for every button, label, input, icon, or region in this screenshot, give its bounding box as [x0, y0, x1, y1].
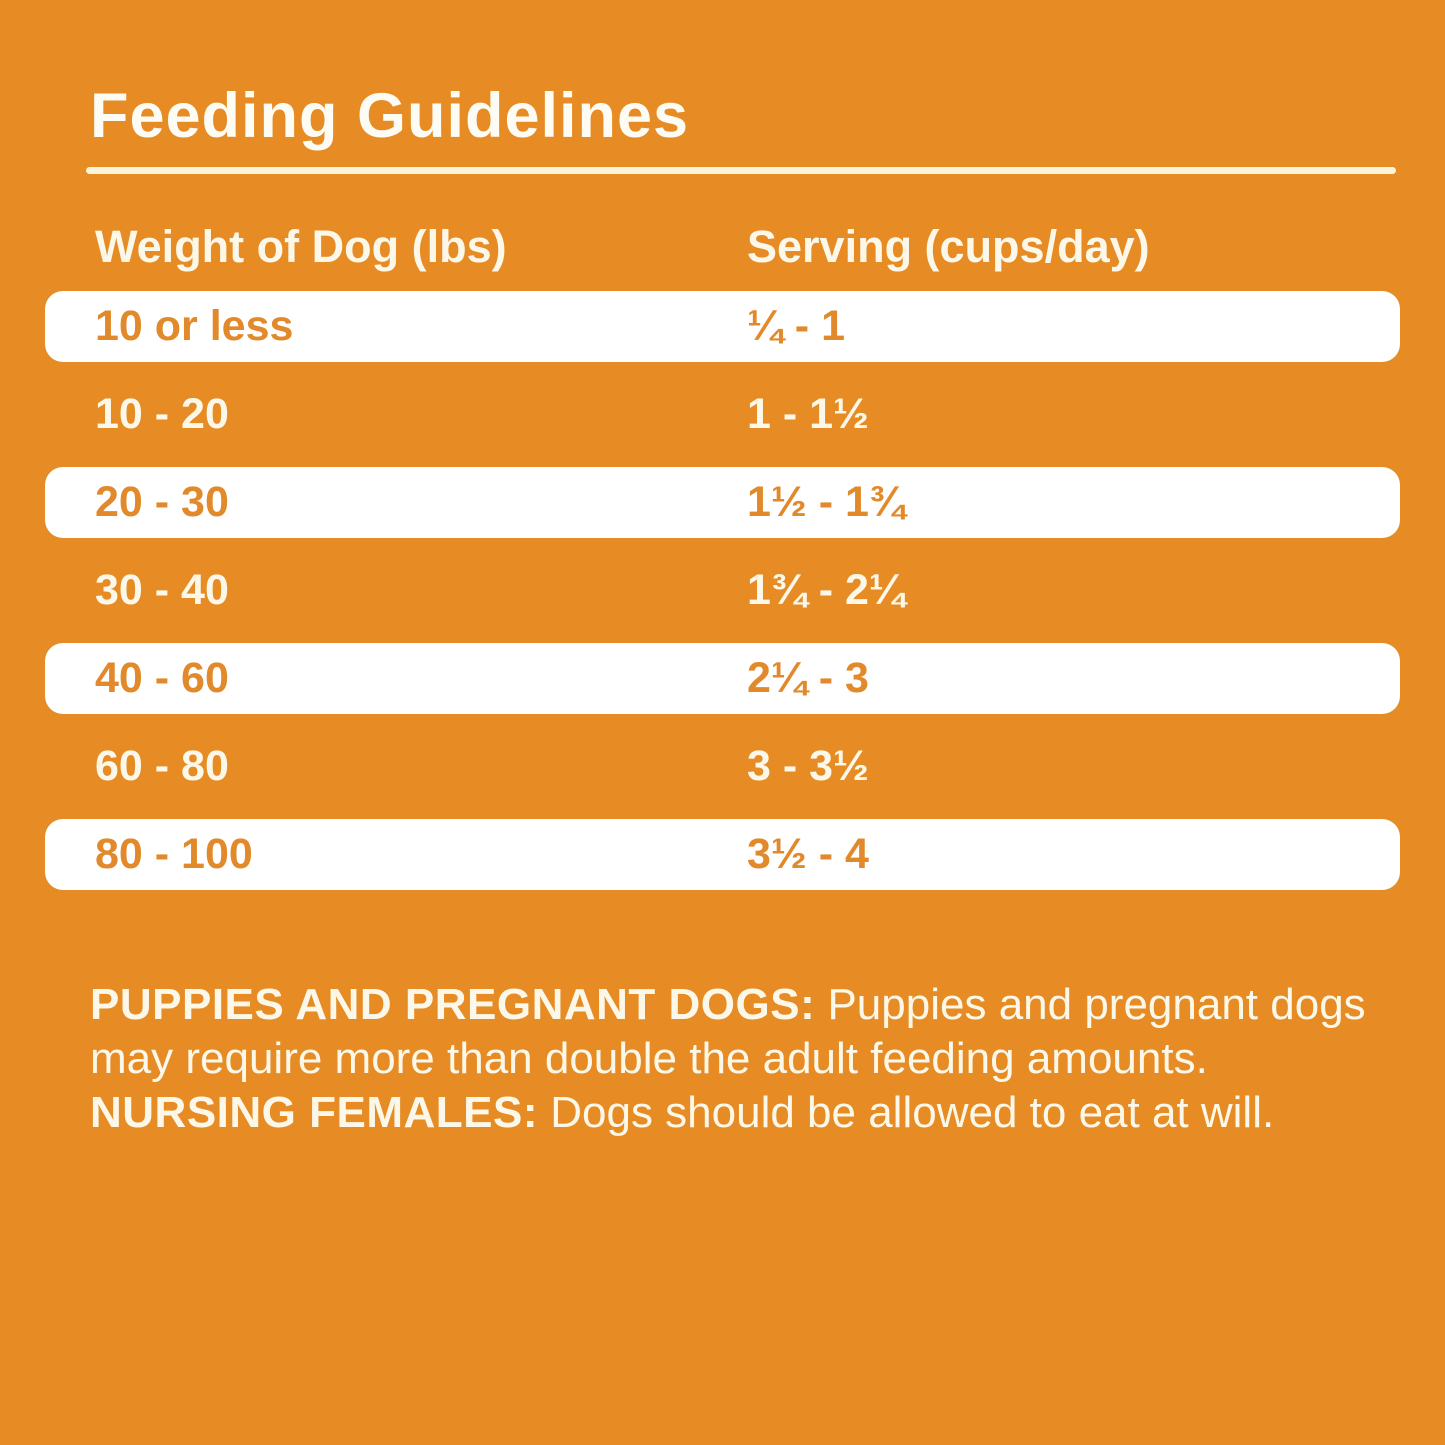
serving-cell: 3½ - 4 — [747, 830, 869, 878]
feeding-table: 10 or less ¼ - 1 10 - 20 1 - 1½ 20 - 30 … — [45, 291, 1400, 907]
weight-cell: 10 - 20 — [95, 390, 229, 438]
table-row: 10 or less ¼ - 1 — [45, 291, 1400, 362]
serving-cell: 1¾ - 2¼ — [747, 566, 905, 614]
footnote-segment: PUPPIES AND PREGNANT DOGS: — [90, 980, 816, 1029]
serving-cell: 1 - 1½ — [747, 390, 869, 438]
weight-cell: 20 - 30 — [95, 478, 229, 526]
serving-cell: 3 - 3½ — [747, 742, 869, 790]
weight-cell: 30 - 40 — [95, 566, 229, 614]
weight-cell: 60 - 80 — [95, 742, 229, 790]
weight-cell: 80 - 100 — [95, 830, 253, 878]
serving-cell: 1½ - 1¾ — [747, 478, 905, 526]
serving-cell: 2¼ - 3 — [747, 654, 869, 702]
weight-cell: 40 - 60 — [95, 654, 229, 702]
column-header-weight: Weight of Dog (lbs) — [95, 221, 507, 272]
table-row: 20 - 30 1½ - 1¾ — [45, 467, 1400, 538]
table-row: 80 - 100 3½ - 4 — [45, 819, 1400, 890]
table-row: 40 - 60 2¼ - 3 — [45, 643, 1400, 714]
table-row: 30 - 40 1¾ - 2¼ — [45, 555, 1400, 626]
footnote-segment: NURSING FEMALES: — [90, 1088, 538, 1137]
table-header-row: Weight of Dog (lbs) Serving (cups/day) — [45, 221, 1400, 273]
table-row: 60 - 80 3 - 3½ — [45, 731, 1400, 802]
serving-cell: ¼ - 1 — [747, 302, 845, 350]
page-title: Feeding Guidelines — [90, 81, 690, 151]
table-row: 10 - 20 1 - 1½ — [45, 379, 1400, 450]
title-divider — [86, 167, 1396, 174]
weight-cell: 10 or less — [95, 302, 294, 350]
footnote: PUPPIES AND PREGNANT DOGS: Puppies and p… — [90, 978, 1385, 1140]
column-header-serving: Serving (cups/day) — [747, 221, 1150, 272]
footnote-segment: Dogs should be allowed to eat at will. — [538, 1088, 1275, 1137]
footnote-segment: Puppies and pregnant dogs may require mo… — [90, 980, 1366, 1083]
